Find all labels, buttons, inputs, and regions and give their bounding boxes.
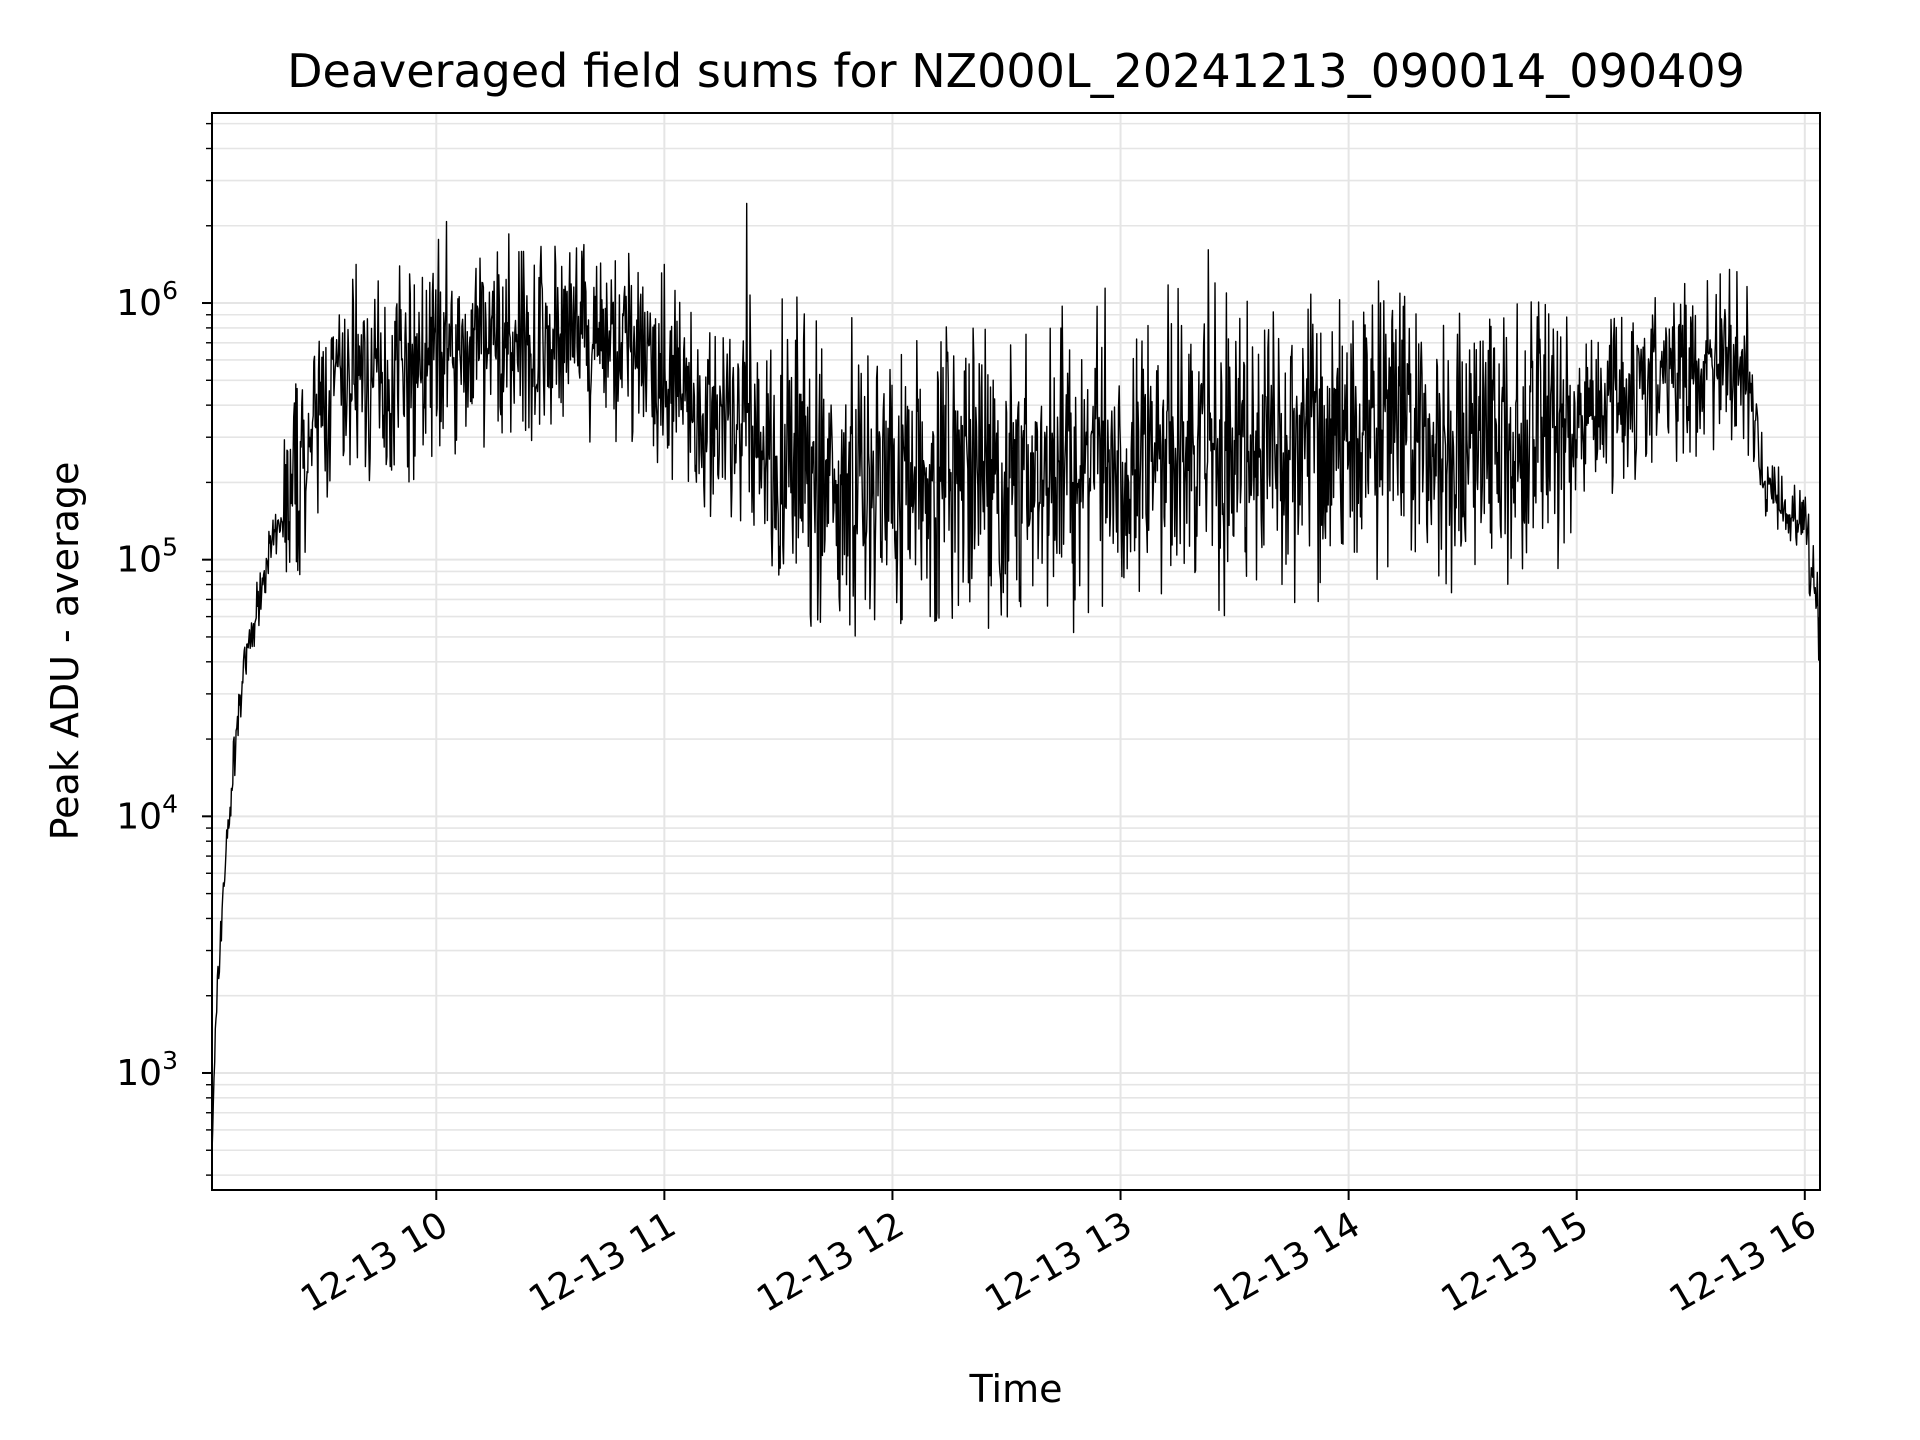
y-axis: 103 104 105 106 bbox=[116, 122, 212, 1176]
plot-frame bbox=[211, 112, 1821, 1191]
y-tick-label: 105 bbox=[116, 533, 178, 581]
series-line bbox=[211, 202, 1821, 1153]
y-tick-label: 106 bbox=[116, 276, 178, 324]
y-tick-label: 103 bbox=[116, 1046, 178, 1094]
y-tick-label: 104 bbox=[116, 789, 178, 837]
x-axis-label: Time bbox=[969, 1367, 1063, 1411]
y-axis-label: Peak ADU - average bbox=[43, 462, 87, 841]
chart-title: Deaveraged field sums for NZ000L_2024121… bbox=[287, 44, 1745, 98]
